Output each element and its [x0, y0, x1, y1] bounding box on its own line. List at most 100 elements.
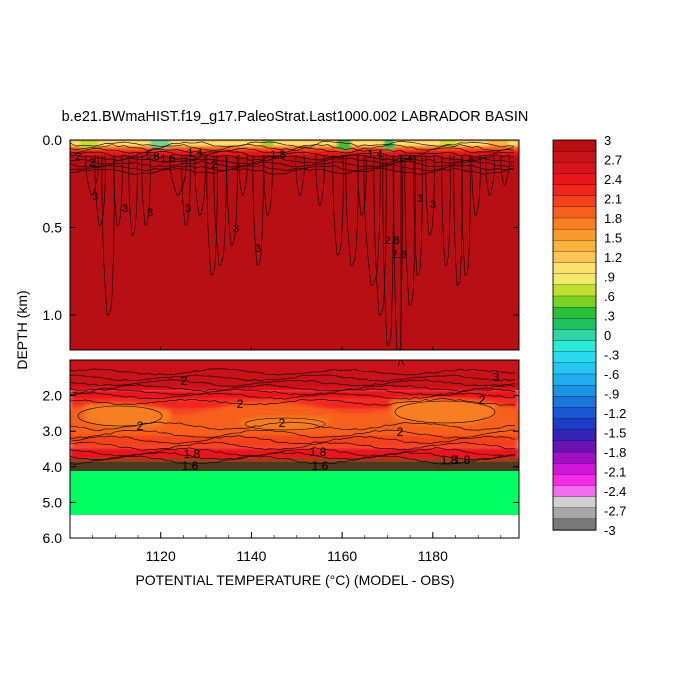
- contour-line: [263, 154, 273, 216]
- contour-line: [94, 154, 106, 226]
- colorbar-swatch: [552, 440, 597, 453]
- contour-line: [70, 398, 516, 406]
- colorbar-label: -3: [604, 523, 616, 538]
- contour-label: 2.8: [391, 249, 406, 261]
- contour-line: [169, 154, 187, 196]
- contour-line: [70, 379, 516, 387]
- contour-line: [393, 154, 403, 350]
- colorbar-label: 1.2: [604, 250, 622, 265]
- colorbar-swatch: [552, 150, 597, 163]
- contour-line: [70, 435, 516, 445]
- colorbar-swatch: [552, 485, 597, 498]
- colorbar-label: 2.4: [604, 172, 622, 187]
- contour-line: [485, 154, 495, 196]
- colorbar-swatch: [552, 273, 597, 286]
- colorbar-swatch: [552, 474, 597, 487]
- colorbar-swatch: [552, 295, 597, 308]
- contour-line: [70, 154, 515, 161]
- colorbar-swatch: [552, 418, 597, 431]
- colorbar-swatch: [552, 162, 597, 175]
- x-tick-label: 1140: [236, 548, 266, 564]
- contour-line: [141, 154, 151, 226]
- colorbar-swatches: [552, 139, 597, 531]
- contour-line: [70, 388, 516, 396]
- colorbar-swatch: [552, 429, 597, 442]
- colorbar-label: -1.8: [604, 445, 626, 460]
- contour-loop: [77, 405, 163, 427]
- colorbar-label: 0: [604, 328, 611, 343]
- y-tick-label: 2.0: [43, 388, 63, 404]
- colorbar-swatch: [552, 518, 597, 531]
- contour-label: 1.6: [160, 153, 175, 165]
- contour-line: [397, 360, 405, 367]
- y-tick-label: 1.0: [43, 307, 63, 323]
- contour-line: [345, 154, 359, 266]
- contour-line: [238, 154, 248, 196]
- contour-label: 2: [75, 151, 81, 163]
- colorbar-swatch: [552, 462, 597, 475]
- colorbar-swatch: [552, 496, 597, 509]
- lower-contour-lines: [70, 360, 516, 465]
- contour-label: 3: [493, 370, 500, 384]
- contour-label: 1.8: [310, 445, 327, 459]
- contour-label: 2: [397, 425, 404, 439]
- contour-label: 1.4: [367, 149, 382, 161]
- colorbar-label: 1.5: [604, 231, 622, 246]
- colorbar-swatch: [552, 284, 597, 297]
- contour-line: [113, 154, 123, 226]
- contour-line: [70, 392, 516, 400]
- colorbar-swatch: [552, 373, 597, 386]
- contour-label: 1.4: [187, 147, 202, 159]
- x-tick-label: 1120: [146, 548, 176, 564]
- contour-line: [461, 154, 471, 276]
- contour-line: [373, 154, 387, 316]
- upper-contour-lines: [70, 140, 515, 350]
- contour-line: [194, 154, 206, 216]
- contour-line: [70, 455, 516, 465]
- contour-line: [213, 154, 227, 266]
- lower-panel-frame: [69, 359, 520, 539]
- y-tick-label: 5.0: [43, 494, 63, 510]
- contour-line: [70, 167, 515, 175]
- colorbar-swatch: [552, 407, 597, 420]
- contour-line: [70, 368, 516, 376]
- contour-line: [70, 429, 516, 439]
- colorbar-swatch: [552, 262, 597, 275]
- colorbar-swatch: [552, 351, 597, 364]
- colorbar: 3 2.7 2.4 2.1 1.8 1.5 1.2 .9 .6 .3 0 -.3 -.6 -.9 -1.2 -…: [552, 133, 626, 538]
- contour-label: 1.4: [397, 153, 412, 165]
- contour-line: [332, 154, 344, 256]
- contour-label: 3: [122, 203, 128, 215]
- contour-line: [206, 154, 218, 276]
- contour-line: [70, 451, 515, 461]
- colorbar-label: 2.1: [604, 192, 622, 207]
- colorbar-label: -.3: [604, 348, 619, 363]
- contour-line: [226, 154, 238, 246]
- colorbar-label: -.6: [604, 367, 619, 382]
- colorbar-frame: [552, 139, 597, 531]
- contour-label: 3: [233, 223, 239, 235]
- contour-label: 1.6: [312, 459, 329, 473]
- contour-label: 1.8: [184, 447, 201, 461]
- colorbar-label: 1.8: [604, 211, 622, 226]
- contour-line: [101, 154, 115, 316]
- contour-label: 2: [479, 393, 486, 407]
- contour-line: [128, 154, 138, 236]
- colorbar-label: -2.7: [604, 504, 626, 519]
- x-tick-label: 1180: [418, 548, 448, 564]
- colorbar-labels: 3 2.7 2.4 2.1 1.8 1.5 1.2 .9 .6 .3 0 -.3 -.6 -.9 -1.2 -…: [604, 133, 626, 538]
- contour-line: [404, 154, 416, 306]
- contour-line: [413, 154, 423, 276]
- y-tick-label: 6.0: [43, 530, 63, 546]
- contour-label: 3: [92, 191, 98, 203]
- colorbar-swatch: [552, 240, 597, 253]
- colorbar-label: -1.5: [604, 426, 626, 441]
- colorbar-swatch: [552, 451, 597, 464]
- contour-line: [295, 154, 305, 196]
- x-axis: 1120 1140 1160 1180: [92, 346, 502, 564]
